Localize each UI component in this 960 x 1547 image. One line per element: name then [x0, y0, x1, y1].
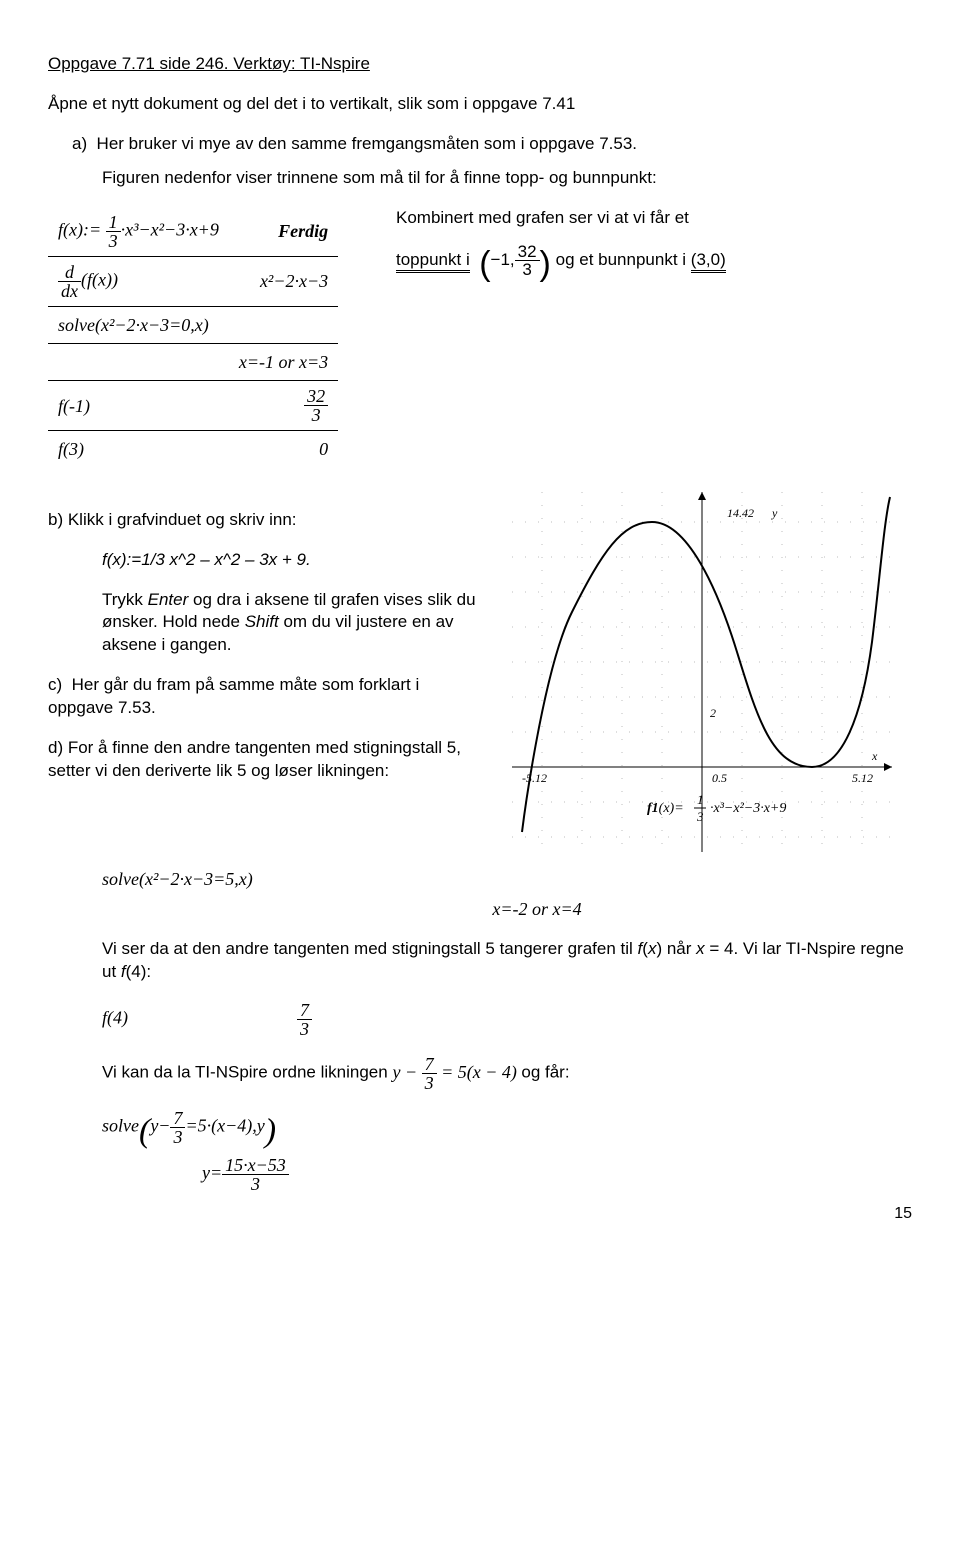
part-b-func: f(x):=1/3 x^2 – x^2 – 3x + 9.	[102, 549, 484, 572]
part-d: d) For å finne den andre tangenten med s…	[48, 737, 484, 783]
viord-line: Vi kan da la TI-NSpire ordne likningen y…	[102, 1055, 912, 1092]
part-b-para: Trykk Enter og dra i aksene til grafen v…	[102, 589, 484, 658]
part-a-line1: a) Her bruker vi mye av den samme fremga…	[72, 133, 912, 156]
svg-text:3: 3	[696, 809, 704, 824]
part-b-label: b) Klikk i grafvinduet og skriv inn:	[48, 509, 484, 532]
svg-text:x: x	[871, 749, 878, 763]
svg-text:0.5: 0.5	[712, 771, 727, 785]
svg-text:-5.12: -5.12	[522, 771, 547, 785]
cas-snippet-solve2: solve(x²−2·x−3=5,x) x=-2 or x=4	[102, 867, 912, 922]
intro-text: Åpne et nytt dokument og del det i to ve…	[48, 93, 912, 116]
part-a-line2: Figuren nedenfor viser trinnene som må t…	[102, 167, 912, 190]
part-c: c) Her går du fram på samme måte som for…	[48, 674, 484, 720]
svg-text:y: y	[771, 506, 778, 520]
cas-snippet-solve3: solve(y−73=5·(x−4),y) y=15·x−533	[102, 1109, 912, 1193]
graph-plot: 14.42 y 2 x -5.12 0.5 5.12 f1(x)= 1 3 ·x…	[512, 492, 892, 852]
svg-text:·x³−x²−3·x+9: ·x³−x²−3·x+9	[710, 801, 786, 816]
page-title: Oppgave 7.71 side 246. Verktøy: TI-Nspir…	[48, 53, 912, 76]
kombinert-text: Kombinert med grafen ser vi at vi får et	[396, 207, 912, 230]
cas-screenshot-1: f(x):= 13·x³−x²−3·x+9 Ferdig ddx(f(x)) x…	[48, 207, 348, 468]
svg-text:1: 1	[697, 792, 704, 807]
svg-text:14.42: 14.42	[727, 506, 754, 520]
svg-text:2: 2	[710, 706, 716, 720]
viser-line: Vi ser da at den andre tangenten med sti…	[102, 938, 912, 984]
cas-snippet-f4: f(4) 73	[102, 1001, 912, 1038]
page-number: 15	[48, 1203, 912, 1225]
svg-text:5.12: 5.12	[852, 771, 873, 785]
svg-text:f1(x)=: f1(x)=	[647, 801, 684, 816]
toppunkt-line: toppunkt i (−1,323) og et bunnpunkt i (3…	[396, 243, 912, 278]
